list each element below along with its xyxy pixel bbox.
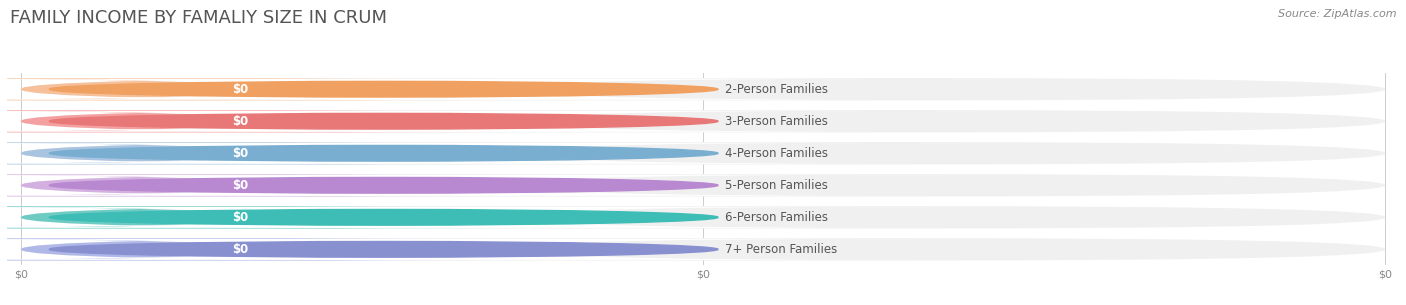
Text: 6-Person Families: 6-Person Families	[725, 211, 828, 224]
FancyBboxPatch shape	[21, 78, 1385, 100]
FancyBboxPatch shape	[0, 110, 498, 132]
FancyBboxPatch shape	[0, 143, 907, 164]
Text: Source: ZipAtlas.com: Source: ZipAtlas.com	[1278, 9, 1396, 19]
FancyBboxPatch shape	[21, 110, 1385, 132]
FancyBboxPatch shape	[0, 207, 907, 228]
FancyBboxPatch shape	[0, 239, 907, 260]
Text: 2-Person Families: 2-Person Families	[725, 83, 828, 96]
FancyBboxPatch shape	[0, 238, 498, 260]
Circle shape	[49, 113, 718, 129]
FancyBboxPatch shape	[0, 111, 907, 132]
FancyBboxPatch shape	[21, 174, 1385, 196]
FancyBboxPatch shape	[0, 79, 907, 100]
FancyBboxPatch shape	[21, 206, 1385, 228]
Text: $0: $0	[232, 243, 249, 256]
FancyBboxPatch shape	[0, 175, 907, 196]
Text: $0: $0	[232, 147, 249, 160]
Text: 4-Person Families: 4-Person Families	[725, 147, 828, 160]
Text: $0: $0	[232, 179, 249, 192]
FancyBboxPatch shape	[21, 238, 1385, 260]
FancyBboxPatch shape	[0, 78, 498, 100]
Circle shape	[49, 242, 718, 257]
Text: $0: $0	[232, 83, 249, 96]
Text: $0: $0	[232, 115, 249, 128]
Circle shape	[49, 81, 718, 97]
Text: $0: $0	[232, 211, 249, 224]
Text: 3-Person Families: 3-Person Families	[725, 115, 828, 128]
FancyBboxPatch shape	[21, 142, 1385, 164]
FancyBboxPatch shape	[0, 174, 498, 196]
Circle shape	[49, 145, 718, 161]
FancyBboxPatch shape	[0, 206, 498, 228]
FancyBboxPatch shape	[0, 142, 498, 164]
Text: 7+ Person Families: 7+ Person Families	[725, 243, 837, 256]
Circle shape	[49, 210, 718, 225]
Text: FAMILY INCOME BY FAMALIY SIZE IN CRUM: FAMILY INCOME BY FAMALIY SIZE IN CRUM	[10, 9, 387, 27]
Text: 5-Person Families: 5-Person Families	[725, 179, 828, 192]
Circle shape	[49, 178, 718, 193]
